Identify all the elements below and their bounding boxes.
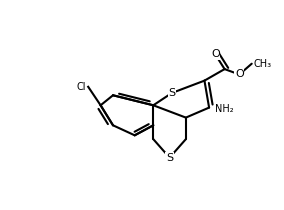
Text: Cl: Cl <box>76 82 86 92</box>
Text: S: S <box>168 88 176 98</box>
Text: S: S <box>166 153 173 163</box>
Text: CH₃: CH₃ <box>254 59 272 69</box>
Text: O: O <box>211 50 220 59</box>
Text: NH₂: NH₂ <box>215 104 233 114</box>
Text: O: O <box>235 70 244 79</box>
